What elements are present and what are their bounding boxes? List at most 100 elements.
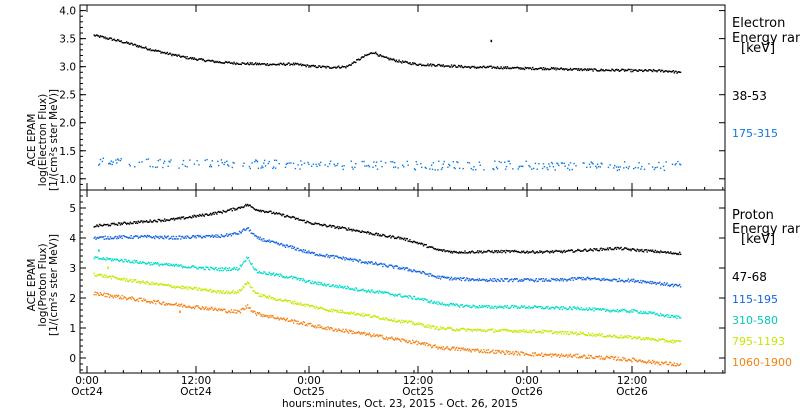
data-point: [451, 329, 454, 331]
data-point: [297, 303, 299, 306]
data-point: [173, 265, 176, 267]
data-point: [137, 262, 140, 264]
data-point: [595, 165, 597, 167]
data-point: [338, 257, 340, 259]
data-point: [223, 62, 225, 65]
data-point: [573, 354, 575, 356]
data-point: [174, 264, 177, 266]
proton-legend-entry-795-1193: 795-1193: [732, 335, 785, 348]
data-point: [242, 62, 244, 64]
data-point: [522, 250, 525, 252]
data-point: [674, 283, 676, 286]
data-point: [663, 362, 666, 364]
data-point: [206, 235, 208, 237]
data-point: [243, 260, 245, 263]
data-point: [266, 211, 269, 213]
data-point: [521, 165, 523, 167]
data-point: [183, 218, 186, 220]
data-point: [488, 65, 491, 68]
data-point: [576, 278, 578, 280]
data-point: [665, 161, 667, 163]
data-point: [506, 329, 509, 331]
data-point: [500, 278, 502, 280]
data-point: [439, 302, 441, 305]
data-point: [128, 43, 131, 45]
data-point: [324, 66, 326, 68]
data-point: [256, 237, 259, 239]
data-point: [251, 310, 253, 312]
data-point: [109, 276, 112, 278]
data-point: [533, 352, 536, 354]
data-point: [154, 220, 157, 222]
series-115-195: [93, 227, 682, 288]
data-point: [358, 290, 361, 292]
data-point: [606, 335, 609, 337]
data-point: [502, 306, 504, 308]
data-point: [387, 337, 389, 339]
data-point: [303, 162, 306, 164]
data-point: [532, 352, 534, 354]
data-point: [341, 65, 343, 67]
data-point: [611, 310, 613, 313]
data-point: [628, 281, 630, 283]
data-point: [119, 224, 122, 226]
data-point: [110, 37, 113, 40]
data-point: [592, 70, 594, 72]
data-point: [183, 304, 186, 306]
data-point: [180, 264, 182, 266]
data-point: [595, 249, 597, 251]
data-point: [329, 163, 331, 165]
data-point: [164, 304, 167, 306]
data-point: [663, 70, 666, 73]
data-point: [198, 306, 200, 309]
data-point: [495, 279, 497, 282]
data-point: [200, 267, 203, 269]
data-point: [340, 312, 343, 314]
data-point: [147, 282, 150, 284]
data-point: [658, 161, 660, 164]
data-point: [122, 261, 124, 263]
data-point: [508, 280, 510, 282]
data-point: [485, 330, 487, 333]
data-point: [102, 157, 104, 159]
data-point: [529, 67, 531, 69]
data-point: [170, 303, 172, 305]
data-point: [164, 52, 167, 55]
data-point: [175, 263, 177, 266]
data-point: [614, 247, 616, 249]
data-point: [314, 325, 316, 327]
data-point: [670, 362, 672, 364]
data-point: [599, 358, 601, 360]
data-point: [224, 268, 226, 270]
data-point: [320, 254, 322, 257]
data-point: [194, 266, 196, 268]
data-point: [627, 68, 629, 71]
data-point: [213, 213, 215, 215]
data-point: [575, 278, 577, 280]
data-point: [209, 164, 212, 166]
data-point: [224, 235, 226, 237]
data-point: [485, 305, 487, 308]
data-point: [405, 295, 408, 298]
data-point: [268, 210, 270, 213]
data-point: [513, 279, 515, 281]
data-point: [582, 68, 584, 71]
data-point: [336, 255, 338, 257]
data-point: [450, 250, 453, 253]
data-point: [347, 258, 349, 261]
data-point: [363, 332, 365, 335]
data-point: [312, 64, 315, 67]
data-point: [623, 248, 625, 250]
data-point: [263, 294, 265, 296]
data-point: [118, 278, 121, 280]
data-point: [163, 301, 165, 303]
data-point: [594, 357, 596, 360]
data-point: [187, 58, 189, 60]
series-47-68: [93, 203, 682, 256]
data-point: [257, 63, 260, 66]
data-point: [297, 320, 299, 323]
data-point: [438, 301, 440, 303]
data-point: [619, 336, 621, 339]
data-point: [679, 163, 681, 165]
data-point: [163, 160, 166, 162]
